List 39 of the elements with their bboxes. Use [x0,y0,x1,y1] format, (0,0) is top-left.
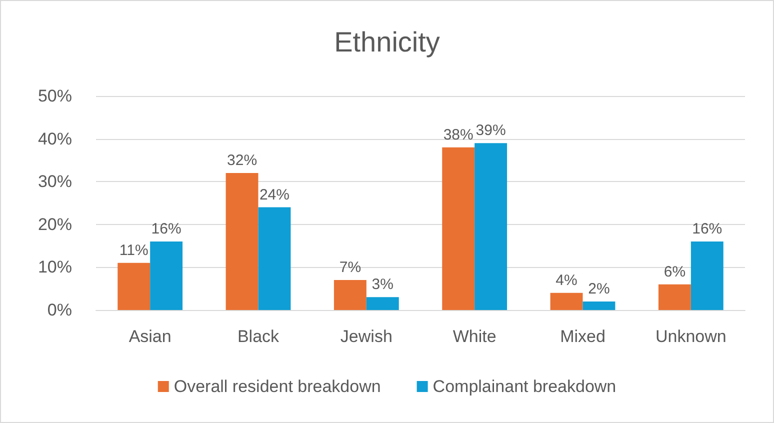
data-label: 3% [372,276,394,294]
data-label: 16% [151,220,182,238]
x-tick-label: Mixed [560,327,606,346]
bar [690,242,724,310]
bar [442,147,475,310]
bar [366,297,399,310]
data-label: 2% [588,280,610,298]
bar [226,173,258,310]
legend-label: Overall resident breakdown [174,377,381,396]
data-label: 6% [664,263,686,280]
bar [550,292,583,310]
data-label: 38% [443,126,474,144]
bar [658,284,691,310]
y-tick-label: 50% [38,86,72,106]
bar [582,301,616,310]
bar [118,262,150,310]
x-tick-label: Black [237,327,280,346]
data-label: 24% [259,186,290,204]
y-tick-label: 40% [38,129,72,148]
chart-title: Ethnicity [334,26,440,58]
bar [334,280,366,310]
data-label: 16% [692,220,722,238]
x-tick-label: White [452,327,496,346]
x-tick-label: Unknown [655,327,726,346]
y-tick-label: 30% [38,172,72,192]
data-label: 32% [227,152,258,170]
x-tick-label: Jewish [340,327,392,346]
bar [150,242,183,310]
bar [258,207,291,310]
bar [474,143,508,310]
x-tick-label: Asian [128,327,172,346]
data-label: 39% [476,122,506,140]
y-tick-label: 0% [47,300,72,320]
y-tick-label: 10% [38,258,72,277]
y-tick-label: 20% [38,214,72,234]
data-label: 7% [339,259,362,276]
data-label: 4% [556,272,578,289]
legend-label: Complainant breakdown [432,377,616,396]
data-label: 11% [119,242,148,259]
